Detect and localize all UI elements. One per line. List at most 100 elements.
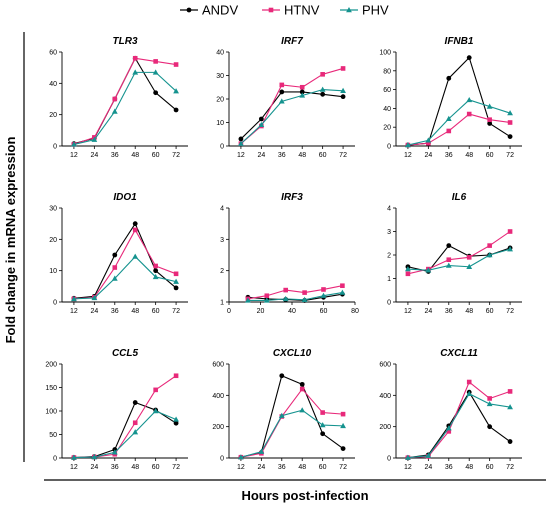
point-andv	[279, 89, 285, 95]
y-tick-label: 20	[216, 97, 224, 104]
point-phv	[299, 92, 306, 98]
y-tick-label: 10	[216, 120, 224, 127]
x-tick-label: 36	[445, 464, 453, 471]
point-htnv	[446, 257, 452, 262]
x-tick-label: 60	[320, 308, 328, 315]
x-tick-label: 12	[237, 464, 245, 471]
series-line-phv	[407, 393, 511, 459]
x-tick-label: 36	[278, 464, 286, 471]
y-tick-label: 0	[53, 144, 57, 151]
panel-title: IRF3	[281, 192, 303, 203]
point-phv	[486, 103, 493, 109]
x-tick-label: 60	[486, 308, 494, 315]
point-andv	[173, 285, 179, 291]
y-tick-label: 0	[220, 144, 224, 151]
panel-title: IL6	[452, 192, 467, 203]
x-tick-label: 36	[278, 152, 286, 159]
x-tick-label: 72	[339, 464, 347, 471]
point-phv	[91, 136, 98, 142]
x-tick-label: 12	[404, 464, 412, 471]
y-tick-label: 50	[49, 432, 57, 439]
x-tick-label: 24	[424, 308, 432, 315]
series-line-andv	[73, 401, 177, 459]
point-phv	[71, 454, 77, 460]
point-htnv	[487, 117, 492, 122]
y-tick-label: 200	[45, 362, 57, 369]
y-tick-label: 2	[220, 268, 224, 275]
y-tick-label: 40	[383, 106, 391, 113]
point-andv	[153, 90, 159, 96]
x-tick-label: 60	[152, 464, 160, 471]
point-phv	[258, 448, 265, 454]
y-tick-label: 0	[387, 144, 391, 151]
point-htnv	[446, 128, 452, 134]
y-tick-label: 100	[45, 409, 57, 416]
x-tick-label: 24	[257, 464, 265, 471]
y-tick-label: 2	[387, 253, 391, 260]
point-phv	[340, 422, 346, 429]
y-tick-label: 3	[387, 229, 391, 236]
y-tick-label: 200	[379, 424, 391, 431]
point-phv	[466, 263, 473, 269]
point-phv	[152, 273, 159, 280]
panel-title: CCL5	[112, 348, 139, 359]
panel-title: CXCL10	[273, 348, 312, 359]
point-andv	[320, 431, 326, 437]
point-phv	[111, 449, 118, 455]
y-tick-label: 30	[49, 206, 57, 213]
point-htnv	[466, 255, 472, 260]
x-tick-label: 48	[131, 464, 139, 471]
point-phv	[238, 140, 244, 146]
point-phv	[339, 289, 346, 295]
x-tick-label: 60	[152, 152, 160, 159]
point-andv	[340, 446, 346, 451]
x-tick-label: 60	[152, 308, 160, 315]
series-line-htnv	[73, 57, 177, 145]
x-tick-label: 72	[506, 308, 514, 315]
point-htnv	[153, 387, 158, 393]
point-htnv	[299, 84, 305, 90]
series-line-htnv	[240, 67, 344, 145]
legend-label-andv: ANDV	[202, 3, 238, 18]
point-htnv	[405, 271, 411, 277]
point-phv	[425, 267, 432, 273]
y-axis-label: Fold change in mRNA expression	[3, 137, 18, 344]
point-htnv	[153, 263, 158, 269]
x-tick-label: 48	[131, 152, 139, 159]
y-tick-label: 0	[53, 456, 57, 463]
point-htnv	[302, 290, 307, 295]
point-phv	[111, 275, 118, 281]
series-line-phv	[240, 409, 344, 458]
point-htnv	[321, 287, 326, 292]
point-andv	[173, 107, 179, 113]
legend-marker-htnv	[268, 7, 274, 13]
series-line-phv	[73, 410, 177, 459]
point-phv	[278, 98, 285, 104]
point-htnv	[507, 389, 513, 394]
point-andv	[132, 400, 138, 405]
point-htnv	[340, 411, 346, 417]
point-phv	[405, 266, 411, 272]
point-phv	[466, 96, 473, 103]
x-tick-label: 12	[404, 152, 412, 159]
y-tick-label: 20	[49, 112, 57, 119]
y-tick-label: 3	[220, 237, 224, 244]
y-tick-label: 60	[49, 50, 57, 57]
point-andv	[238, 136, 244, 142]
panel-title: IDO1	[113, 192, 137, 203]
point-htnv	[446, 429, 452, 434]
x-tick-label: 0	[227, 308, 231, 315]
y-tick-label: 10	[49, 268, 57, 275]
point-htnv	[487, 243, 492, 248]
point-andv	[112, 252, 118, 258]
point-htnv	[487, 396, 492, 401]
x-tick-label: 80	[351, 308, 359, 315]
point-andv	[487, 424, 493, 430]
point-phv	[445, 262, 452, 268]
point-phv	[111, 108, 118, 114]
panel-irf7: IRF7 0 10 20 30 40 12 24 36 48 60 72	[216, 36, 355, 159]
point-andv	[446, 75, 452, 81]
series-line-phv	[407, 248, 511, 271]
